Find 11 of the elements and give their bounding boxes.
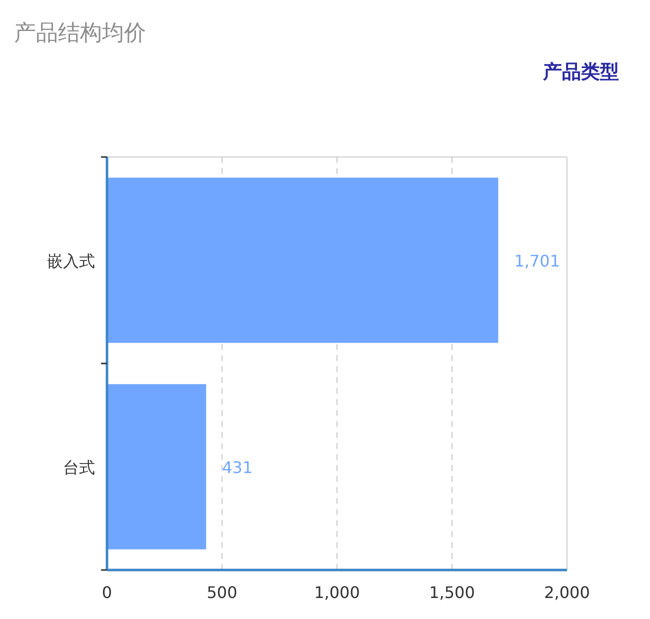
y-axis-title: 产品类型: [542, 61, 619, 83]
x-tick-label: 500: [206, 583, 238, 602]
x-tick-label: 1,000: [314, 583, 360, 602]
chart-title: 产品结构均价: [14, 21, 146, 46]
x-tick-label: 1,500: [429, 583, 475, 602]
x-tick-label: 2,000: [544, 583, 590, 602]
y-tick-label: 台式: [63, 458, 95, 477]
data-label: 1,701: [514, 251, 560, 270]
y-tick-label: 嵌入式: [47, 251, 95, 270]
x-tick-label: 0: [102, 583, 112, 602]
data-label: 431: [222, 458, 253, 477]
